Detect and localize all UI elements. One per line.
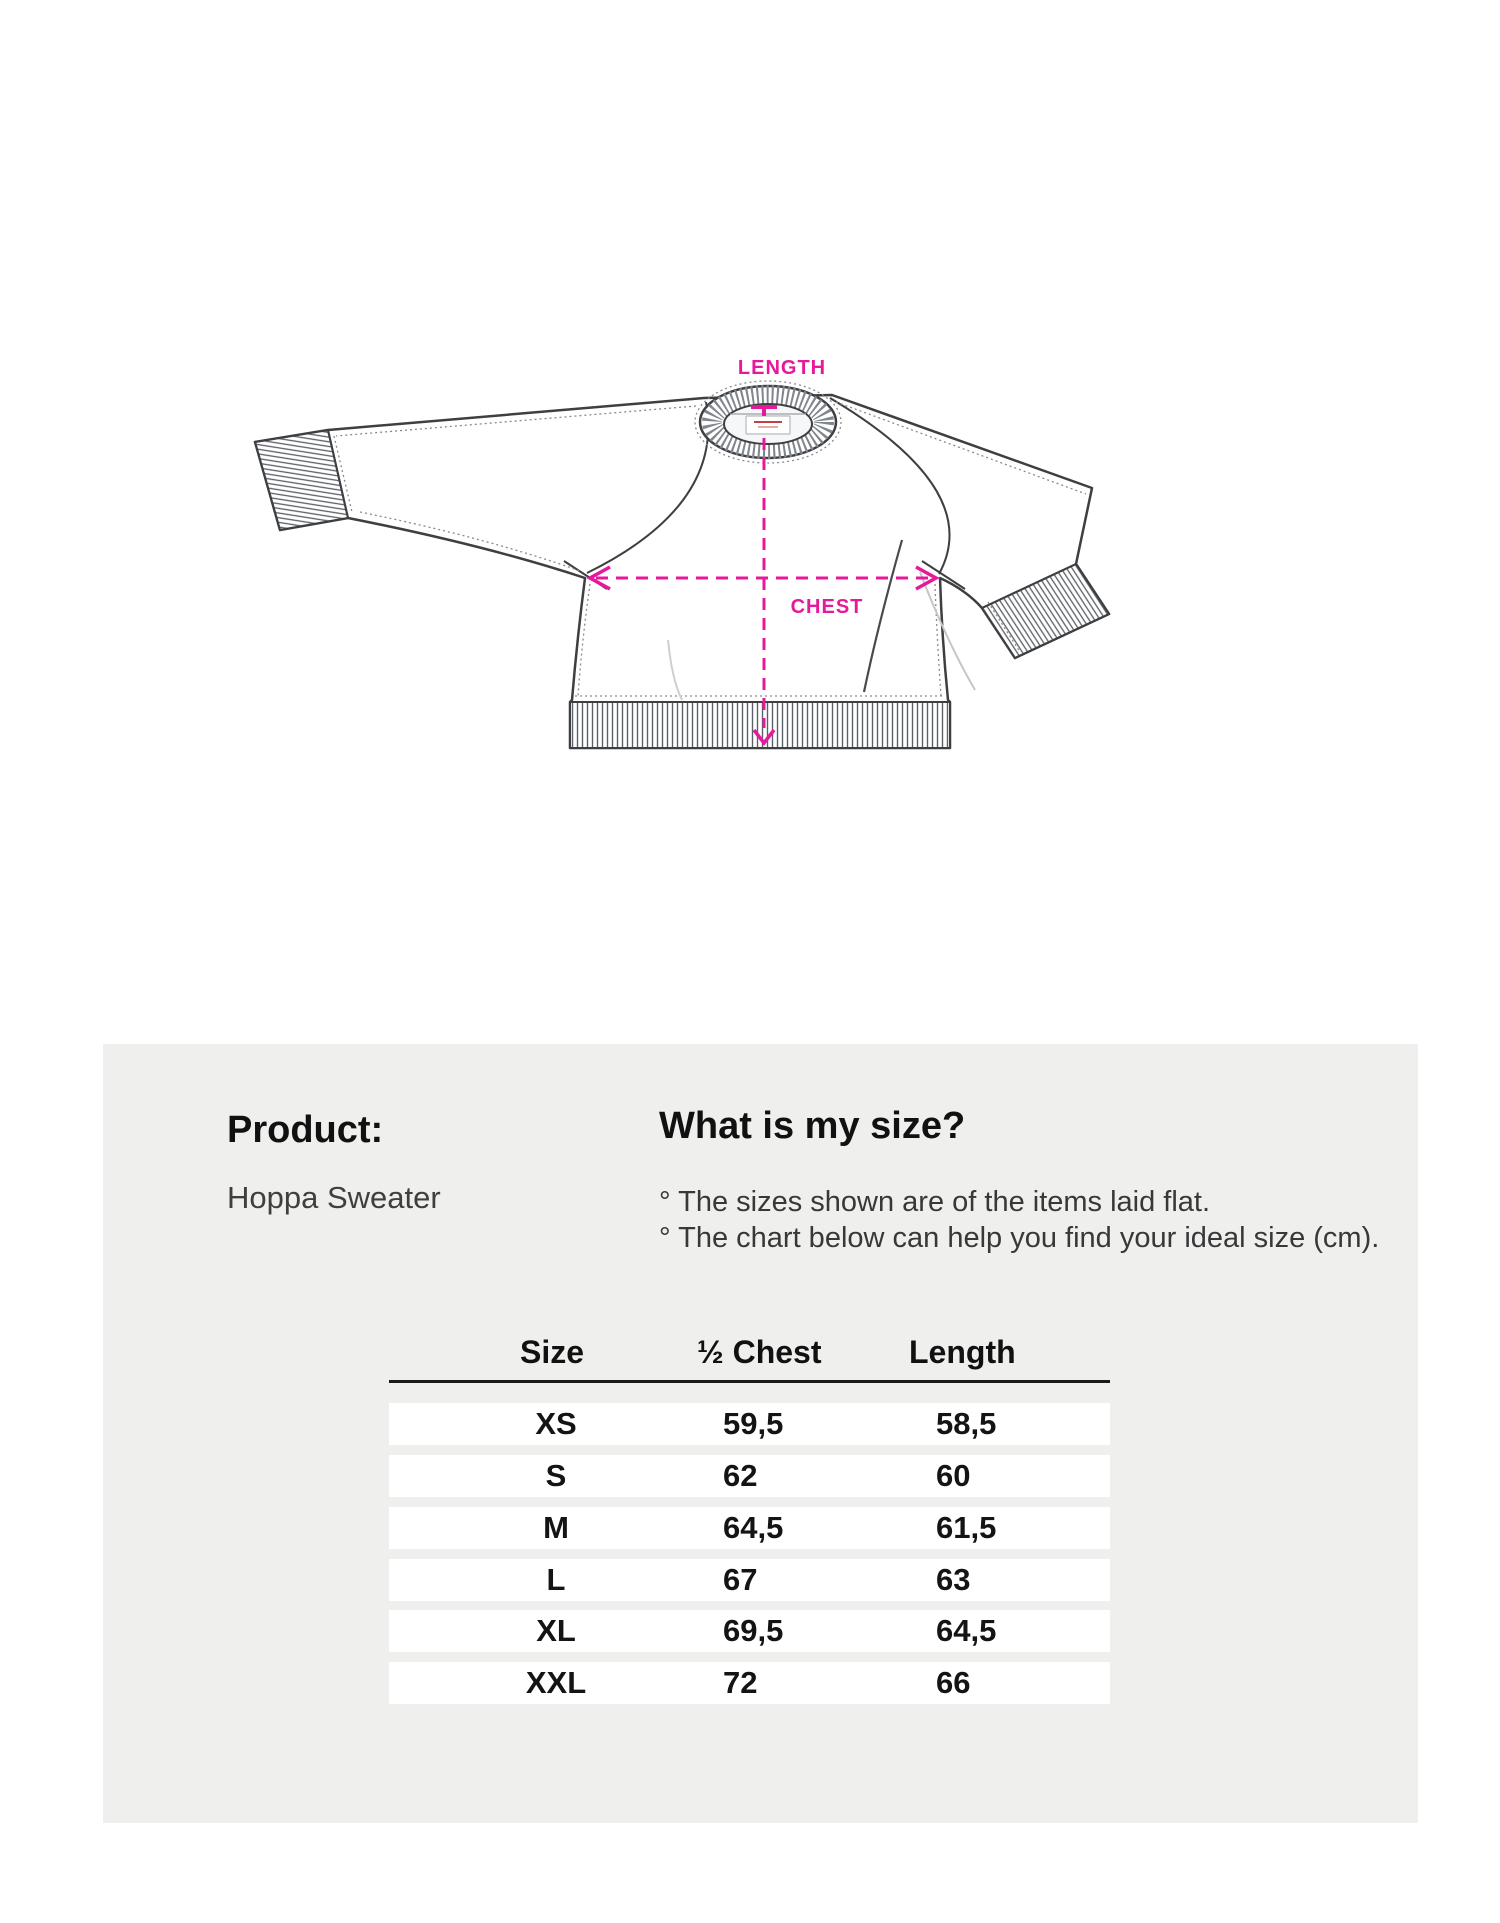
size-cell: XXL bbox=[525, 1665, 587, 1700]
size-cell: S bbox=[545, 1458, 567, 1493]
length-cell: 63 bbox=[936, 1562, 971, 1597]
size-cell: M bbox=[543, 1510, 569, 1545]
sweater-outline bbox=[253, 393, 1111, 750]
neck-label bbox=[745, 415, 791, 435]
chest-label: CHEST bbox=[791, 596, 864, 618]
length-cell: 64,5 bbox=[936, 1613, 997, 1648]
column-header-size: Size bbox=[519, 1334, 585, 1370]
size-cell: XS bbox=[535, 1406, 577, 1441]
table-row-s: S 62 60 bbox=[389, 1455, 1110, 1497]
column-header-length: Length bbox=[909, 1334, 1016, 1370]
measurement-lines bbox=[586, 405, 940, 746]
table-row-xs: XS 59,5 58,5 bbox=[389, 1403, 1110, 1445]
length-cell: 60 bbox=[936, 1458, 971, 1493]
info-panel: Product: Hoppa Sweater What is my size? … bbox=[103, 1044, 1418, 1823]
seam-lines bbox=[333, 397, 1087, 701]
table-row-m: M 64,5 61,5 bbox=[389, 1507, 1110, 1549]
size-cell: XL bbox=[536, 1613, 576, 1648]
table-header-rule bbox=[389, 1380, 1110, 1383]
right-cuff bbox=[980, 562, 1111, 660]
chest-arrow-left bbox=[586, 565, 611, 591]
collar bbox=[694, 380, 842, 464]
sweater-sketch: LENGTH CHEST bbox=[253, 357, 1111, 750]
size-note-1: ° The sizes shown are of the items laid … bbox=[659, 1186, 1211, 1218]
chest-cell: 69,5 bbox=[723, 1613, 784, 1648]
chest-arrow-right bbox=[915, 565, 940, 591]
chest-cell: 59,5 bbox=[723, 1406, 784, 1441]
length-cell: 61,5 bbox=[936, 1510, 997, 1545]
length-cell: 58,5 bbox=[936, 1406, 997, 1441]
product-name: Hoppa Sweater bbox=[227, 1180, 441, 1215]
table-row-xxl: XXL 72 66 bbox=[389, 1662, 1110, 1704]
table-row-xl: XL 69,5 64,5 bbox=[389, 1610, 1110, 1652]
chest-cell: 64,5 bbox=[723, 1510, 784, 1545]
chest-cell: 67 bbox=[723, 1562, 758, 1597]
length-arrow-down bbox=[752, 728, 776, 746]
length-label: LENGTH bbox=[738, 357, 826, 379]
column-header-half-chest: ½ Chest bbox=[697, 1334, 822, 1370]
chest-cell: 62 bbox=[723, 1458, 758, 1493]
left-cuff bbox=[253, 428, 350, 532]
size-question-heading: What is my size? bbox=[659, 1105, 966, 1147]
sweater-diagram: LENGTH CHEST bbox=[230, 340, 1350, 780]
size-note-2: ° The chart below can help you find your… bbox=[659, 1222, 1380, 1254]
product-heading: Product: bbox=[227, 1109, 384, 1151]
size-cell: L bbox=[546, 1562, 566, 1597]
length-cell: 66 bbox=[936, 1665, 971, 1700]
length-line bbox=[751, 405, 777, 746]
chest-line bbox=[586, 565, 940, 591]
chest-cell: 72 bbox=[723, 1665, 758, 1700]
table-row-l: L 67 63 bbox=[389, 1559, 1110, 1601]
